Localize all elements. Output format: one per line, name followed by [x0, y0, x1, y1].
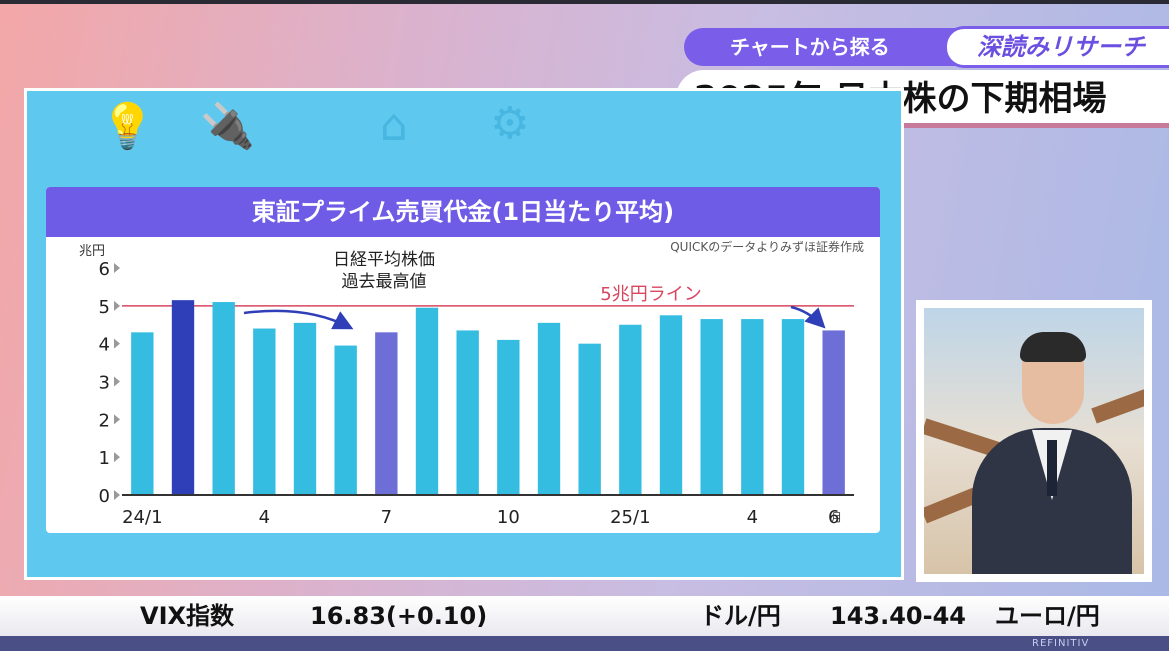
presenter-tie	[1047, 440, 1057, 496]
data-provider-logo: REFINITIV	[1032, 638, 1090, 649]
annotation-line-2: 過去最高値	[342, 272, 427, 292]
ticker-footer-bar	[0, 636, 1169, 651]
bar-24/1	[131, 332, 154, 495]
y-tick-marker	[114, 490, 120, 500]
bar-24/4	[253, 328, 276, 495]
y-tick-label: 1	[99, 448, 110, 469]
y-tick-label: 3	[99, 373, 110, 394]
y-tick-marker	[114, 263, 120, 273]
y-tick-label: 6	[99, 259, 110, 280]
presenter-hair	[1020, 332, 1086, 362]
bar-chart: QUICKのデータよりみずほ証券作成 兆円 0 1 2 3 4 5 6 5兆円ライン 24/…	[79, 239, 864, 528]
ticker-value-usdjpy: 143.40-44	[830, 602, 966, 630]
x-tick-label: 7	[381, 507, 392, 528]
annotation-arrow-left	[243, 309, 354, 330]
bar-25/5	[781, 319, 805, 495]
reference-line-label: 5兆円ライン	[600, 284, 701, 305]
segment-tag: チャートから探る	[684, 28, 964, 66]
ticker-name-usdjpy: ドル/円	[700, 602, 781, 630]
y-tick-label: 5	[99, 297, 110, 318]
top-edge-bar	[0, 0, 1169, 4]
bar-24/11	[537, 322, 561, 495]
y-tick-label: 4	[99, 335, 110, 356]
ticker-name-vix: VIX指数	[140, 602, 235, 630]
x-tick-label: 25/1	[610, 507, 650, 528]
wheel-icon: ⚙	[490, 98, 530, 149]
bar-25/2	[659, 315, 683, 495]
y-tick-marker	[114, 338, 120, 349]
bar-24/12	[578, 343, 601, 495]
chart-title: 東証プライム売買代金(1日当たり平均)	[46, 187, 880, 237]
y-axis-label: 兆円	[79, 244, 105, 259]
bar-24/5	[293, 322, 317, 495]
x-tick-label: 24/1	[122, 507, 162, 528]
bar-24/10	[497, 339, 520, 495]
x-tick-label: 4	[747, 507, 758, 528]
bar-24/6	[334, 345, 357, 495]
bar-25/6	[822, 330, 845, 495]
presenter-scene	[924, 308, 1144, 574]
y-tick-label: 0	[99, 486, 110, 507]
bar-25/3	[700, 319, 723, 495]
chart-source: QUICKのデータよりみずほ証券作成	[670, 239, 864, 254]
bar-24/9	[456, 330, 479, 495]
house-icon: ⌂	[380, 100, 408, 151]
presenter-video	[916, 300, 1152, 582]
bar-25/1	[619, 324, 642, 495]
x-tick-label: 10	[497, 507, 520, 528]
y-tick-marker	[114, 414, 120, 425]
y-tick-marker	[114, 452, 120, 463]
bar-24/8	[415, 307, 439, 495]
ticker-value-vix: 16.83(+0.10)	[310, 602, 488, 630]
background-beam	[1091, 377, 1144, 424]
ticker-name-eurjpy: ユーロ/円	[995, 602, 1100, 630]
bar-24/3	[212, 302, 235, 495]
program-brand: 深読みリサーチ	[944, 26, 1169, 68]
y-tick-marker	[114, 376, 120, 387]
annotation-line-1: 日経平均株価	[333, 250, 435, 270]
market-ticker: VIX指数 16.83(+0.10) ドル/円 143.40-44 ユーロ/円	[0, 596, 1169, 636]
bar-24/2	[171, 300, 195, 495]
y-tick-label: 2	[99, 410, 110, 431]
x-tick-label: 6	[828, 507, 839, 528]
bulb-icon: 💡	[100, 101, 155, 152]
bar-25/4	[741, 319, 764, 495]
x-tick-label: 4	[259, 507, 270, 528]
x-axis-unit: 月	[831, 511, 842, 524]
annotation-arrow-right	[790, 305, 826, 329]
y-tick-marker	[114, 300, 120, 311]
plug-icon: 🔌	[200, 101, 255, 152]
bar-24/7	[375, 332, 398, 495]
